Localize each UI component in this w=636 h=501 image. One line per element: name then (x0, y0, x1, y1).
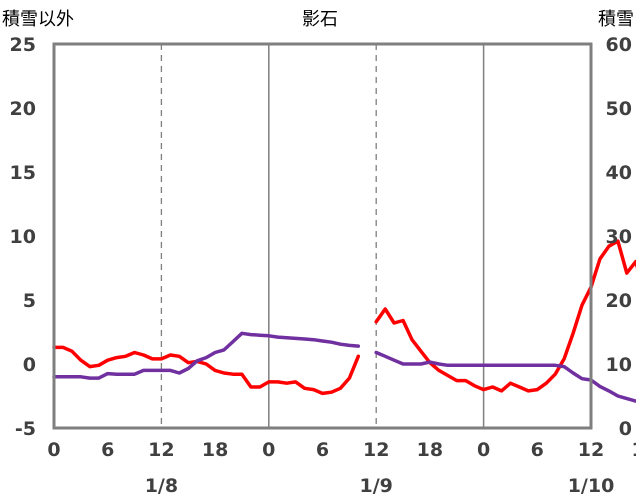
grid (160, 44, 485, 428)
series-layer (52, 239, 636, 403)
left-tick-label: -5 (15, 418, 36, 440)
x-tick-label: 0 (47, 439, 60, 461)
purple-series-line (374, 350, 636, 403)
x-tick-label: 18 (202, 439, 228, 461)
x-tick-label: 6 (101, 439, 114, 461)
x-tick-label: 0 (262, 439, 275, 461)
chart-title: 影石 (302, 9, 338, 30)
right-axis-label: 積雪 (598, 9, 634, 30)
date-label: 1/8 (145, 475, 178, 497)
right-tick-label: 50 (606, 98, 632, 120)
left-tick-label: 0 (23, 354, 36, 376)
left-tick-label: 10 (10, 226, 36, 248)
x-tick-label: 18 (417, 439, 443, 461)
left-axis-ticks: 25 20 15 10 5 0 -5 (10, 34, 36, 440)
purple-series-line (52, 331, 361, 380)
x-tick-label: 12 (148, 439, 174, 461)
x-tick-label: 6 (531, 439, 544, 461)
right-tick-label: 20 (606, 290, 632, 312)
right-tick-label: 0 (619, 418, 632, 440)
right-axis-ticks: 60 50 40 30 20 10 0 (606, 34, 632, 440)
left-axis-label: 積雪以外 (2, 9, 74, 30)
x-tick-label: 12 (363, 439, 389, 461)
plot-frame (52, 42, 593, 430)
x-tick-label: 6 (316, 439, 329, 461)
red-series-line (52, 345, 361, 396)
x-tick-label: 0 (477, 439, 490, 461)
date-label: 1/9 (360, 475, 393, 497)
right-tick-label: 60 (606, 34, 632, 56)
right-tick-label: 10 (606, 354, 632, 376)
right-tick-label: 40 (606, 162, 632, 184)
x-axis-ticks: 0612180612180612180 (47, 439, 636, 461)
x-tick-label: 12 (578, 439, 604, 461)
date-label: 1/10 (568, 475, 615, 497)
left-tick-label: 15 (10, 162, 36, 184)
date-labels: 1/8 1/9 1/10 (145, 475, 615, 497)
red-series-line (374, 239, 636, 393)
left-tick-label: 20 (10, 98, 36, 120)
x-tick-label: 18 (631, 439, 636, 461)
left-tick-label: 5 (23, 290, 36, 312)
left-tick-label: 25 (10, 34, 36, 56)
right-tick-label: 30 (606, 226, 632, 248)
